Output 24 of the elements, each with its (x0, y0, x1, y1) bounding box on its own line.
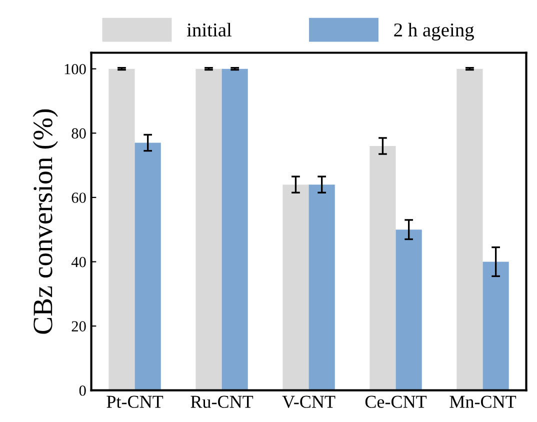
bar (282, 184, 309, 390)
x-tick-label: Mn-CNT (450, 396, 516, 408)
y-axis-title: CBz conversion (%) (32, 109, 58, 334)
bar (222, 68, 248, 390)
bar (134, 142, 161, 390)
legend-label: 2 h ageing (394, 22, 474, 41)
bar (482, 262, 509, 390)
y-tick-label: 80 (72, 128, 86, 139)
x-tick-label: V-CNT (282, 396, 336, 408)
x-tick-label: Ru-CNT (190, 396, 254, 408)
x-tick-label: Pt-CNT (106, 396, 164, 408)
x-tick-label: Ce-CNT (365, 396, 427, 408)
bar (396, 230, 422, 390)
bar (196, 68, 222, 390)
y-tick-label: 100 (64, 64, 86, 74)
y-tick-label: 40 (71, 256, 86, 268)
bar (370, 146, 396, 390)
legend-label: initial (186, 22, 232, 37)
bar (108, 68, 135, 390)
bar (308, 184, 335, 390)
bar (456, 68, 483, 390)
y-tick-label: 60 (72, 192, 86, 203)
y-tick-label: 20 (72, 321, 86, 332)
y-tick-label: 0 (79, 385, 86, 396)
